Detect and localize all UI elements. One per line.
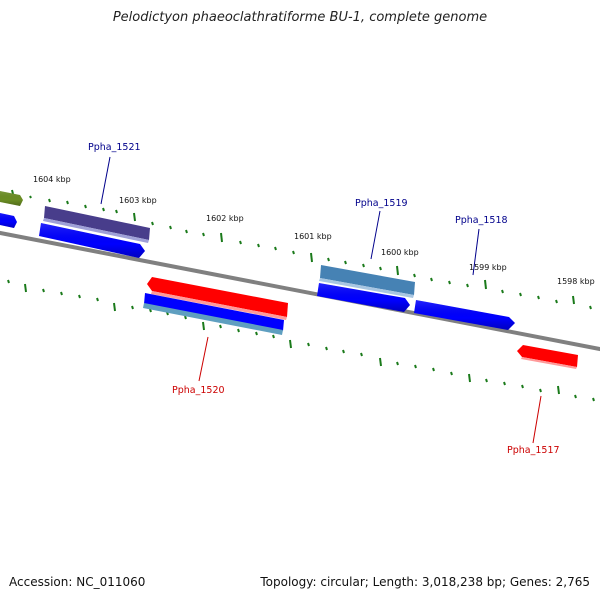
kbp-label: 1602 kbp [206, 214, 244, 223]
lower-tick-track [7, 279, 595, 402]
leader-line [472, 228, 480, 276]
leader-line [370, 210, 381, 260]
genome-summary-text: Topology: circular; Length: 3,018,238 bp… [260, 575, 590, 589]
blue-gene-2[interactable] [143, 293, 284, 335]
kbp-label: 1600 kbp [381, 248, 419, 257]
ppha-1517-gene[interactable] [517, 345, 578, 369]
gene-label-ppha-1517[interactable]: Ppha_1517 [507, 445, 560, 456]
ppha-1521-gene[interactable] [43, 206, 150, 243]
kbp-label: 1599 kbp [469, 263, 507, 272]
upper-tick-track [11, 189, 592, 310]
olive-gene[interactable] [0, 190, 23, 206]
genome-backbone [0, 230, 600, 352]
gene-label-ppha-1519[interactable]: Ppha_1519 [355, 198, 408, 209]
ppha-1519-gene[interactable] [319, 265, 415, 298]
blue-gene-3[interactable] [317, 283, 410, 312]
page-title: Pelodictyon phaeoclathratiforme BU-1, co… [112, 10, 488, 25]
leader-line [532, 395, 542, 444]
leader-line [198, 336, 209, 382]
kbp-label: 1601 kbp [294, 232, 332, 241]
kbp-label: 1604 kbp [33, 175, 71, 184]
gene-label-ppha-1518[interactable]: Ppha_1518 [455, 215, 508, 226]
blue-gene-1[interactable] [39, 223, 145, 258]
ppha-1518-gene[interactable] [414, 300, 515, 330]
ppha-1520-gene[interactable] [147, 277, 288, 320]
kbp-label: 1603 kbp [119, 196, 157, 205]
gene-label-ppha-1521[interactable]: Ppha_1521 [88, 142, 141, 153]
leader-line [100, 156, 111, 205]
gene-label-ppha-1520[interactable]: Ppha_1520 [172, 385, 225, 396]
kbp-label: 1598 kbp [557, 277, 595, 286]
blue-gene-left-edge[interactable] [0, 212, 17, 228]
accession-text: Accession: NC_011060 [9, 575, 146, 589]
